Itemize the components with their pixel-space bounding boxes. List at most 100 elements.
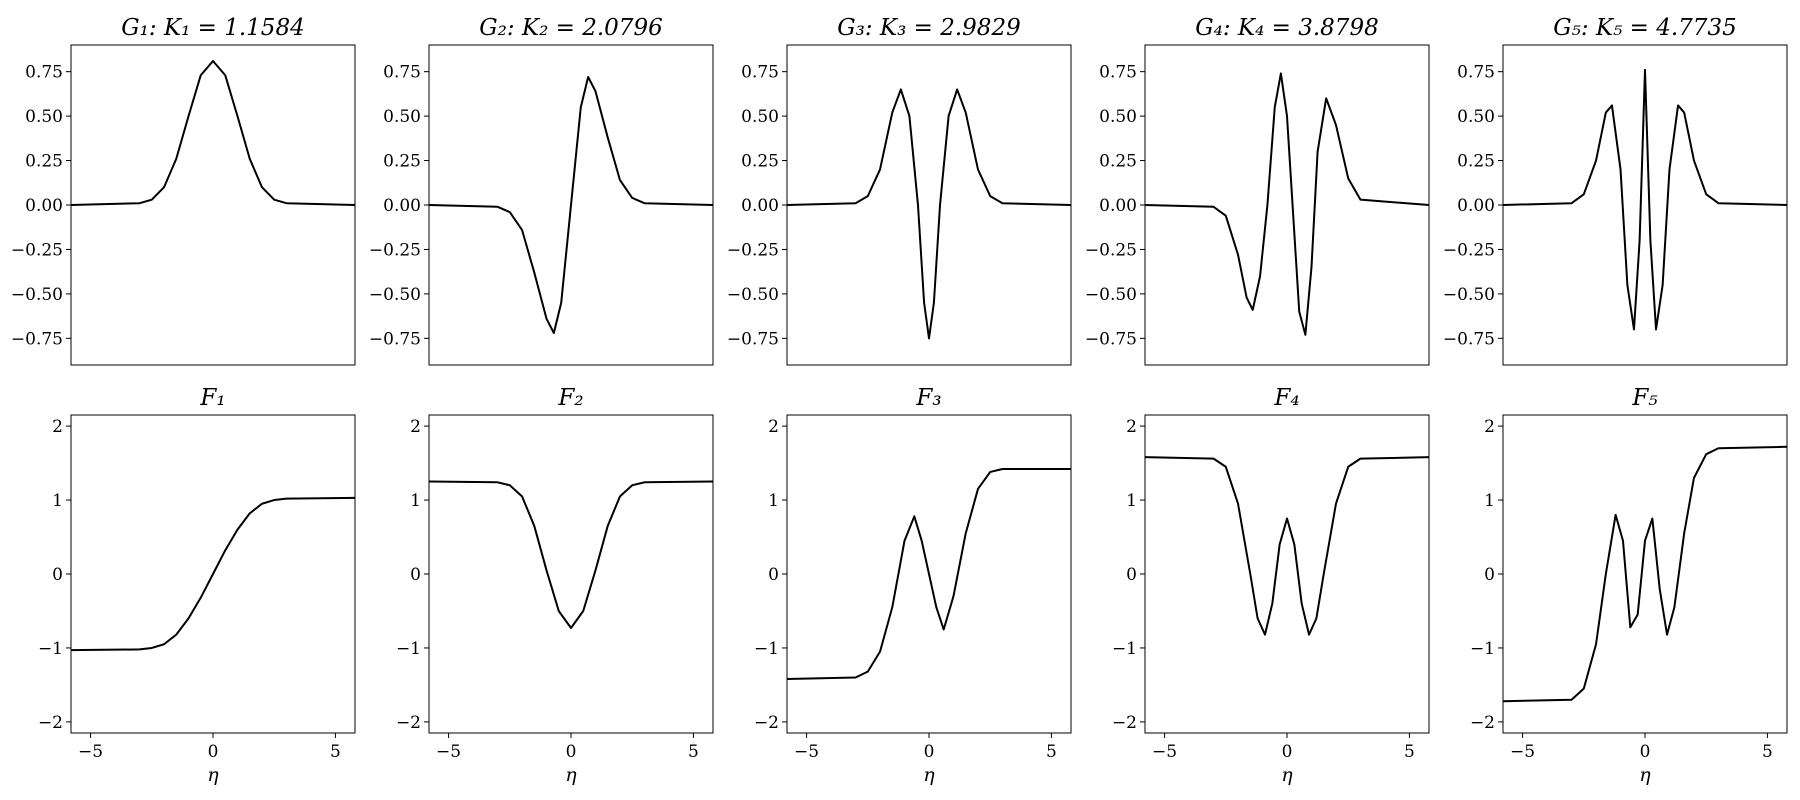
series-line bbox=[70, 496, 356, 652]
y-tick-label: −0.75 bbox=[1085, 329, 1137, 349]
y-tick-label: −2 bbox=[1470, 713, 1495, 733]
x-tick-label: 5 bbox=[330, 742, 341, 762]
series-line bbox=[786, 467, 1071, 681]
y-tick-label: 0.00 bbox=[1457, 196, 1495, 216]
y-tick-label: −0.75 bbox=[11, 329, 63, 349]
axes-frame bbox=[786, 44, 1072, 366]
y-tick-label: −0.75 bbox=[1443, 329, 1495, 349]
panel-title: F₃ bbox=[915, 385, 941, 411]
y-tick-label: 0.75 bbox=[741, 63, 779, 83]
y-tick-label: 0.50 bbox=[1099, 107, 1137, 127]
y-tick-label: −0.25 bbox=[727, 240, 779, 260]
y-tick-label: −0.50 bbox=[1085, 285, 1137, 305]
y-tick-label: 0.25 bbox=[1099, 152, 1137, 172]
y-tick-label: −0.50 bbox=[11, 285, 63, 305]
y-tick-label: 1 bbox=[410, 491, 421, 511]
series-line bbox=[1502, 445, 1788, 703]
x-axis-label: η bbox=[1281, 764, 1293, 786]
y-tick-label: 1 bbox=[768, 491, 779, 511]
y-tick-label: 2 bbox=[1126, 417, 1137, 437]
panel-f2: F₂ 2 1 0 −1 −2 −5 0 5 η bbox=[396, 385, 714, 786]
x-axis-label: η bbox=[1639, 764, 1651, 786]
axes-frame bbox=[70, 44, 356, 366]
panel-f1: F₁ 2 1 0 −1 −2 −5 0 5 η bbox=[38, 385, 356, 786]
series-line bbox=[70, 60, 356, 206]
y-tick-label: −2 bbox=[396, 713, 421, 733]
panel-title: G₂: K₂ = 2.0796 bbox=[479, 15, 662, 41]
y-tick-label: −0.25 bbox=[1085, 240, 1137, 260]
x-tick-label: 5 bbox=[1404, 742, 1415, 762]
series-line bbox=[786, 88, 1072, 340]
y-tick-label: 0.25 bbox=[741, 152, 779, 172]
axes-frame bbox=[1144, 44, 1430, 366]
panel-f4: F₄ 2 1 0 −1 −2 −5 0 5 η bbox=[1112, 385, 1430, 786]
panel-g5: G₅: K₅ = 4.7735 0.75 0.50 0.25 0.00 −0.25 −0.5… bbox=[1443, 15, 1788, 366]
series-line bbox=[1144, 72, 1430, 336]
y-tick-label: −0.50 bbox=[1443, 285, 1495, 305]
y-tick-label: 0 bbox=[1484, 565, 1495, 585]
y-tick-label: 0.00 bbox=[383, 196, 421, 216]
panel-f5: F₅ 2 1 0 −1 −2 −5 0 5 η bbox=[1470, 385, 1788, 786]
y-tick-label: 0.00 bbox=[741, 196, 779, 216]
y-tick-label: 2 bbox=[52, 417, 63, 437]
y-tick-label: −0.50 bbox=[369, 285, 421, 305]
y-tick-label: −1 bbox=[1470, 639, 1495, 659]
y-tick-label: 0.50 bbox=[1457, 107, 1495, 127]
y-tick-label: 0.75 bbox=[1457, 63, 1495, 83]
panel-g3: G₃: K₃ = 2.9829 0.75 0.50 0.25 0.00 −0.25 −0.5… bbox=[727, 15, 1072, 366]
y-tick-label: 2 bbox=[1484, 417, 1495, 437]
y-tick-label: −1 bbox=[1112, 639, 1137, 659]
y-tick-label: −0.25 bbox=[369, 240, 421, 260]
y-tick-label: 0 bbox=[768, 565, 779, 585]
y-tick-label: −0.50 bbox=[727, 285, 779, 305]
x-tick-label: 5 bbox=[1046, 742, 1057, 762]
x-tick-label: 0 bbox=[1640, 742, 1651, 762]
x-axis-label: η bbox=[923, 764, 935, 786]
y-tick-label: 0 bbox=[410, 565, 421, 585]
y-tick-label: 0.00 bbox=[1099, 196, 1137, 216]
panel-g2: G₂: K₂ = 2.0796 0.75 0.50 0.25 0.00 −0.25 −0.5… bbox=[369, 15, 714, 366]
y-tick-label: 1 bbox=[1126, 491, 1137, 511]
y-tick-label: −0.75 bbox=[369, 329, 421, 349]
panel-title: G₅: K₅ = 4.7735 bbox=[1553, 15, 1736, 41]
x-tick-label: 0 bbox=[924, 742, 935, 762]
panel-title: F₁ bbox=[199, 385, 225, 411]
y-tick-label: 0.50 bbox=[741, 107, 779, 127]
y-tick-label: 2 bbox=[410, 417, 421, 437]
y-tick-label: 0.75 bbox=[1099, 63, 1137, 83]
panel-title: F₅ bbox=[1631, 385, 1657, 411]
x-axis-label: η bbox=[565, 764, 577, 786]
y-tick-label: −2 bbox=[38, 713, 63, 733]
y-tick-label: 2 bbox=[768, 417, 779, 437]
x-tick-label: −5 bbox=[1152, 742, 1177, 762]
panel-title: F₂ bbox=[557, 385, 583, 411]
y-tick-label: 0.50 bbox=[383, 107, 421, 127]
x-tick-label: 0 bbox=[566, 742, 577, 762]
series-line bbox=[428, 76, 714, 334]
y-tick-label: 0.25 bbox=[383, 152, 421, 172]
y-tick-label: −0.75 bbox=[727, 329, 779, 349]
y-tick-label: 0.25 bbox=[1457, 152, 1495, 172]
y-tick-label: 0 bbox=[1126, 565, 1137, 585]
axes-frame bbox=[1144, 414, 1430, 734]
x-tick-label: −5 bbox=[78, 742, 103, 762]
axes-frame bbox=[428, 414, 714, 734]
panel-g1: G₁: K₁ = 1.1584 0.75 0.50 0.25 0.00 −0.25 −0.5… bbox=[11, 15, 356, 366]
y-tick-label: −1 bbox=[754, 639, 779, 659]
y-tick-label: 0.00 bbox=[25, 196, 63, 216]
series-line bbox=[428, 480, 714, 629]
x-tick-label: −5 bbox=[794, 742, 819, 762]
y-tick-label: −2 bbox=[754, 713, 779, 733]
panel-title: G₄: K₄ = 3.8798 bbox=[1195, 15, 1378, 41]
panel-title: F₄ bbox=[1273, 385, 1299, 411]
y-tick-label: 0 bbox=[52, 565, 63, 585]
y-tick-label: 1 bbox=[52, 491, 63, 511]
y-tick-label: −2 bbox=[1112, 713, 1137, 733]
x-tick-label: 5 bbox=[1762, 742, 1773, 762]
series-line bbox=[1144, 456, 1430, 636]
panel-title: G₁: K₁ = 1.1584 bbox=[121, 15, 304, 41]
y-tick-label: 0.25 bbox=[25, 152, 63, 172]
y-tick-label: 1 bbox=[1484, 491, 1495, 511]
series-line bbox=[1502, 68, 1788, 331]
axes-frame bbox=[1502, 414, 1788, 734]
